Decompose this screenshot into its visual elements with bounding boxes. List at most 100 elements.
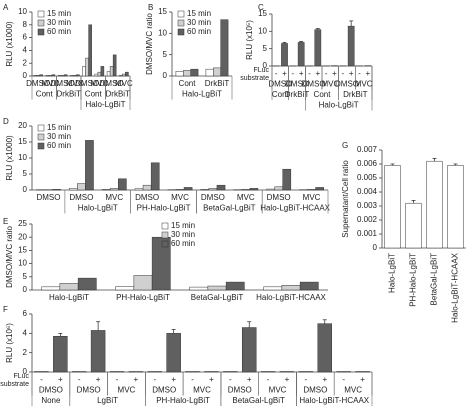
legend-swatch: [177, 28, 185, 36]
group-label: DMSO: [302, 80, 326, 89]
legend-swatch: [37, 19, 45, 27]
x-tick-label: +: [365, 69, 370, 78]
legend-swatch: [177, 10, 185, 18]
x-tick-label: DMSO: [135, 193, 159, 202]
y-tick-label: 10: [158, 28, 167, 37]
legend-label: 15 min: [171, 221, 195, 230]
bar: [109, 66, 114, 77]
bar: [45, 75, 50, 77]
bar: [151, 236, 171, 291]
bar: [307, 189, 316, 191]
group-label: MVC: [355, 80, 373, 89]
bar: [100, 66, 105, 77]
bar: [119, 75, 123, 77]
legend-label: 15 min: [47, 9, 71, 18]
x-tick-label: Halo-LgBiT-HCAAX: [256, 293, 326, 302]
panel-letter: B: [148, 3, 153, 12]
panel-letter: C: [258, 3, 264, 12]
bar: [77, 183, 86, 191]
bar: [51, 74, 56, 77]
bar: [101, 189, 111, 191]
x-tick-label: -: [342, 375, 345, 384]
bar: [33, 75, 37, 77]
group-label: MVC: [321, 80, 339, 89]
bar: [77, 277, 97, 291]
x-tick-label: -: [267, 375, 270, 384]
x-tick-label: +: [171, 375, 176, 384]
y-tick-label: 0: [373, 243, 378, 252]
x-tick-label: DMSO: [36, 193, 60, 202]
bar: [317, 323, 333, 373]
y-tick-label: 0: [23, 285, 28, 294]
x-tick-label: MVC: [105, 193, 123, 202]
group-label: DMSO: [39, 386, 63, 395]
group-label: DMSO: [268, 80, 292, 89]
y-tick-label: 0.006: [357, 159, 378, 168]
y-tick-label: 0: [263, 61, 268, 70]
group-label: Cont: [36, 90, 54, 99]
x-tick-label: BetaGal-LgBiT: [191, 293, 244, 302]
x-tick-label: MVC: [237, 193, 255, 202]
bar: [112, 54, 117, 77]
x-tick-label: +: [349, 69, 354, 78]
y-tick-label: 5: [263, 44, 268, 53]
legend-swatch: [161, 240, 169, 248]
x-tick-label: DrkBiT: [205, 79, 230, 88]
legend-swatch: [37, 133, 45, 141]
bar: [166, 333, 181, 373]
y-tick-label: 15: [158, 7, 167, 16]
bar: [241, 189, 251, 191]
y-tick-label: 15: [18, 246, 27, 255]
panel-letter: G: [342, 141, 348, 150]
group-label: PH-Halo-LgBiT: [156, 396, 210, 405]
legend-label: 30 min: [171, 230, 195, 239]
bar: [76, 74, 80, 77]
bar: [263, 286, 283, 291]
x-tick-label: Cont: [179, 79, 197, 88]
x-tick-label: MVC: [171, 193, 189, 202]
bar: [94, 73, 99, 77]
group-label: LgBiT: [97, 396, 118, 405]
group-label: DrkBiT: [285, 90, 310, 99]
legend-label: 30 min: [187, 18, 211, 27]
y-tick-label: 0.007: [357, 145, 378, 154]
x-tick-label: -: [191, 375, 194, 384]
bar: [225, 281, 245, 291]
bar: [59, 283, 79, 291]
panel-letter: A: [3, 3, 9, 12]
y-tick-label: 0.004: [357, 187, 378, 196]
bar: [118, 178, 127, 191]
bar: [115, 286, 135, 291]
bar: [48, 75, 53, 77]
y-tick-label: 5: [23, 272, 28, 281]
x-tick-label: DMSO: [51, 79, 75, 88]
bar: [447, 165, 464, 249]
x-tick-label: MVC: [90, 79, 108, 88]
legend-label: 60 min: [187, 27, 211, 36]
group-label: None: [41, 396, 61, 405]
legend-label: 60 min: [47, 141, 71, 150]
legend-label: 30 min: [47, 132, 71, 141]
group-label: Cont: [85, 90, 103, 99]
bar: [52, 189, 61, 191]
bar: [183, 70, 191, 77]
x-tick-label: +: [315, 69, 320, 78]
y-tick-label: 8: [23, 20, 28, 29]
y-tick-label: 4: [23, 46, 28, 55]
bar: [70, 75, 74, 77]
y-tick-label: 25: [18, 219, 27, 228]
y-tick-label: 4: [23, 328, 28, 337]
group-label: MVC: [193, 386, 211, 395]
group-label: Cont: [272, 90, 290, 99]
x-tick-label: DMSO: [75, 79, 99, 88]
bar: [175, 189, 185, 191]
x-tick-label: -: [305, 375, 308, 384]
y-axis-label: DMSO/MVC ratio: [145, 13, 154, 75]
x-tick-label: -: [325, 69, 328, 78]
y-tick-label: 15: [258, 9, 267, 18]
group-label: DMSO: [228, 386, 252, 395]
y-tick-label: 2: [23, 348, 28, 357]
bar: [90, 330, 106, 373]
bar: [68, 188, 78, 191]
bar: [150, 162, 160, 191]
